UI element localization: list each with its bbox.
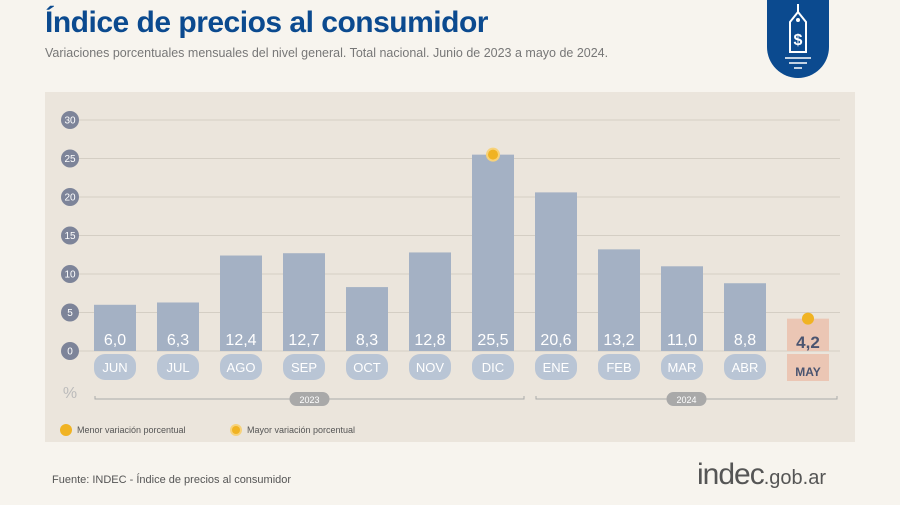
- indec-logo: indec.gob.ar: [697, 458, 826, 491]
- bar-ago: [220, 255, 262, 351]
- y-tick-label: 15: [64, 231, 76, 242]
- month-pill: [535, 354, 577, 380]
- year-pill: [289, 392, 330, 406]
- month-pill: [661, 354, 703, 380]
- y-tick-label: 10: [64, 270, 76, 281]
- month-pill: [598, 354, 640, 380]
- month-label: DIC: [482, 360, 504, 375]
- y-tick-badge: [61, 188, 79, 206]
- source-note: Fuente: INDEC - Índice de precios al con…: [52, 474, 292, 486]
- month-pill: [220, 354, 262, 380]
- value-label: 12,4: [225, 332, 256, 349]
- svg-text:$: $: [794, 32, 803, 49]
- value-label: 4,2: [796, 333, 820, 352]
- month-label: AGO: [227, 360, 256, 375]
- legend-min-marker: [60, 424, 72, 436]
- month-pill: [409, 354, 451, 380]
- month-label: MAY: [795, 365, 821, 379]
- y-tick-badge: [61, 342, 79, 360]
- month-pill: [472, 354, 514, 380]
- bar-jul: [157, 302, 199, 351]
- month-pill: [346, 354, 388, 380]
- month-label: JUL: [166, 360, 189, 375]
- bar-abr: [724, 283, 766, 351]
- page-title: Índice de precios al consumidor: [45, 6, 488, 39]
- page-subtitle: Variaciones porcentuales mensuales del n…: [45, 46, 609, 60]
- month-pill: [157, 354, 199, 380]
- value-label: 11,0: [667, 332, 697, 349]
- month-pill: [787, 354, 829, 381]
- value-label: 25,5: [477, 332, 508, 349]
- y-tick-badge: [61, 111, 79, 129]
- y-tick-label: 5: [67, 308, 73, 319]
- year-label: 2023: [299, 395, 319, 405]
- value-label: 12,7: [288, 332, 319, 349]
- y-tick-badge: [61, 303, 79, 322]
- price-tag-dollar-icon: $: [767, 0, 829, 78]
- bar-sep: [283, 253, 325, 351]
- bar-dic: [472, 154, 514, 351]
- y-tick-label: 20: [64, 193, 76, 204]
- bar-nov: [409, 252, 451, 351]
- y-tick-badge: [61, 265, 79, 283]
- month-label: SEP: [291, 360, 317, 375]
- month-pill: [724, 354, 766, 380]
- value-label: 20,6: [540, 332, 571, 349]
- legend-max-label: Mayor variación porcentual: [247, 425, 355, 435]
- bar-oct: [346, 287, 388, 351]
- legend-min-label: Menor variación porcentual: [77, 425, 186, 435]
- y-tick-label: 0: [67, 347, 73, 358]
- year-pill: [666, 392, 707, 406]
- value-label: 6,3: [167, 332, 189, 349]
- month-label: OCT: [353, 360, 381, 375]
- month-label: ABR: [732, 360, 759, 375]
- y-tick-label: 25: [64, 154, 76, 165]
- value-label: 8,3: [356, 332, 378, 349]
- month-label: NOV: [416, 360, 445, 375]
- month-label: MAR: [668, 360, 697, 375]
- y-tick-label: 30: [64, 116, 76, 127]
- bar-mar: [661, 266, 703, 351]
- year-label: 2024: [676, 395, 696, 405]
- y-tick-badge: [61, 149, 79, 168]
- y-axis-unit: %: [63, 385, 77, 402]
- month-pill: [283, 354, 325, 380]
- bar-ene: [535, 192, 577, 351]
- y-tick-badge: [61, 226, 79, 245]
- bar-jun: [94, 304, 136, 351]
- value-label: 6,0: [104, 332, 126, 349]
- bar-feb: [598, 249, 640, 351]
- month-label: ENE: [543, 360, 570, 375]
- month-label: FEB: [606, 360, 631, 375]
- month-label: JUN: [102, 360, 127, 375]
- value-label: 8,8: [734, 332, 756, 349]
- value-label: 13,2: [603, 332, 634, 349]
- month-pill: [94, 354, 136, 380]
- min-marker: [802, 312, 814, 325]
- value-label: 12,8: [414, 332, 445, 349]
